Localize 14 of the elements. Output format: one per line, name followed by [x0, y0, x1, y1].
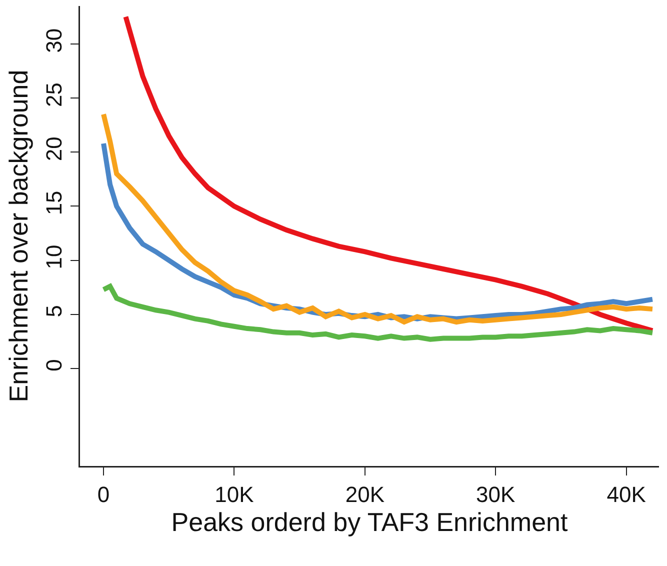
x-tick-label: 0	[97, 482, 110, 507]
y-tick-label: 30	[42, 28, 67, 53]
x-axis-title: Peaks orderd by TAF3 Enrichment	[171, 506, 568, 537]
y-tick-label: 0	[42, 359, 67, 372]
x-tick-label: 20K	[345, 482, 385, 507]
y-tick-label: 5	[42, 305, 67, 318]
y-tick-label: 20	[42, 136, 67, 162]
y-axis-title: Enrichment over background	[3, 70, 34, 402]
y-tick-label: 10	[42, 244, 67, 270]
y-tick-label: 15	[42, 190, 67, 216]
x-tick-label: 10K	[214, 482, 254, 507]
x-tick-label: 40K	[606, 482, 646, 507]
x-tick-label: 30K	[476, 482, 516, 507]
y-tick-label: 25	[42, 82, 67, 107]
